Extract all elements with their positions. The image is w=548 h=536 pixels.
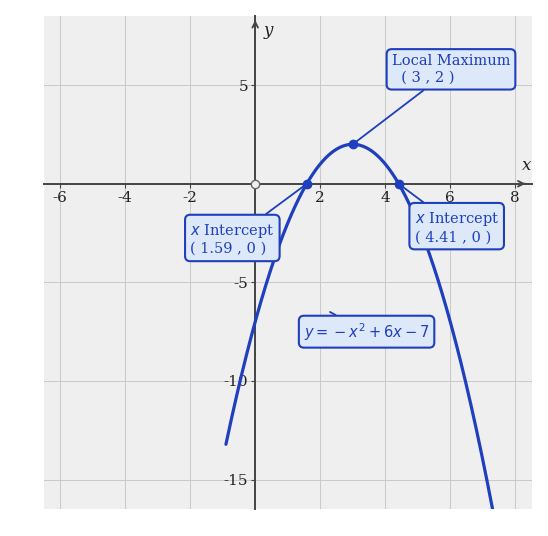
- Text: Local Maximum
  ( 3 , 2 ): Local Maximum ( 3 , 2 ): [353, 54, 510, 144]
- Text: $x$ Intercept
( 4.41 , 0 ): $x$ Intercept ( 4.41 , 0 ): [398, 184, 499, 244]
- Text: $y = -x^2 + 6x - 7$: $y = -x^2 + 6x - 7$: [304, 312, 429, 343]
- Text: $x$ Intercept
( 1.59 , 0 ): $x$ Intercept ( 1.59 , 0 ): [190, 184, 307, 256]
- Text: x: x: [522, 157, 532, 174]
- Text: y: y: [263, 22, 273, 39]
